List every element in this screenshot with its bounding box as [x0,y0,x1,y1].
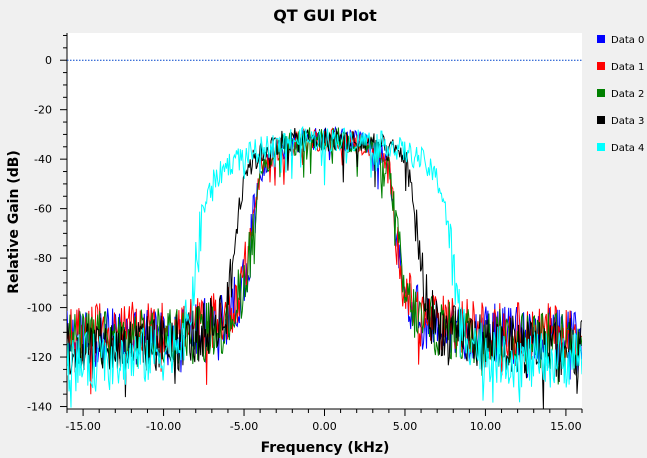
x-axis-label: Frequency (kHz) [261,440,390,456]
legend-swatch [597,62,605,70]
x-tick-label: 0.00 [312,420,337,433]
axis-ticks-group: -15.00 -10.00 -5.00 0.00 5.00 10.00 15.00 0 -20 -… [27,34,583,433]
legend-swatch [597,116,605,124]
x-tick-label: 5.00 [393,420,418,433]
legend-swatch [597,89,605,97]
y-tick-label: -120 [27,351,52,364]
x-tick-label: 15.00 [550,420,582,433]
series-line-3 [67,127,582,409]
legend-label: Data 1 [611,62,644,73]
y-tick-label: -60 [34,203,52,216]
legend: Data 0 Data 1 Data 2 Data 3 Data 4 [597,35,644,154]
x-tick-label: -15.00 [65,420,100,433]
x-tick-label: 10.00 [470,420,502,433]
legend-label: Data 4 [611,143,644,154]
x-tick-label: -10.00 [146,420,181,433]
legend-label: Data 0 [611,35,644,46]
legend-label: Data 3 [611,116,644,127]
y-tick-label: -80 [34,252,52,265]
series-line-4 [67,125,582,408]
y-axis-label: Relative Gain (dB) [6,150,22,294]
y-tick-label: -20 [34,104,52,117]
y-tick-label: -100 [27,302,52,315]
y-tick-label: -40 [34,153,52,166]
legend-label: Data 2 [611,89,644,100]
legend-swatch [597,143,605,151]
legend-swatch [597,35,605,43]
chart-title: QT GUI Plot [273,6,377,25]
y-tick-label: 0 [45,54,52,67]
plot-series-group [67,59,582,409]
y-tick-label: -140 [27,401,52,414]
x-tick-label: -5.00 [230,420,258,433]
